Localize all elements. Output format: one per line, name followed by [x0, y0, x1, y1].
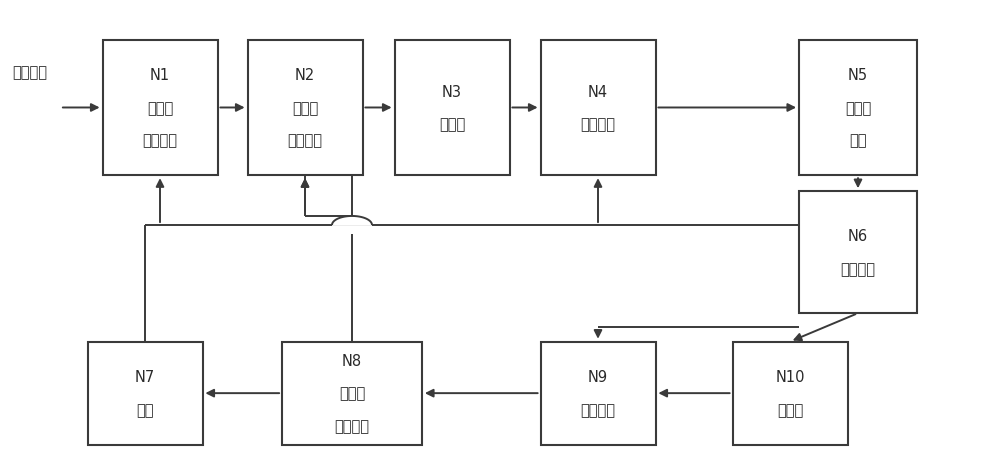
FancyBboxPatch shape	[103, 41, 218, 176]
FancyBboxPatch shape	[540, 342, 656, 445]
Polygon shape	[332, 216, 372, 226]
FancyBboxPatch shape	[248, 41, 362, 176]
Text: N9: N9	[588, 369, 608, 385]
FancyBboxPatch shape	[732, 342, 848, 445]
Text: N4: N4	[588, 84, 608, 100]
Text: 移相器: 移相器	[777, 402, 803, 417]
Text: 压控晶振: 压控晶振	[840, 261, 876, 276]
Text: N10: N10	[775, 369, 805, 385]
FancyBboxPatch shape	[799, 192, 917, 313]
Text: N3: N3	[442, 84, 462, 100]
Text: 副鉴相器: 副鉴相器	[580, 402, 616, 417]
Text: 功分器: 功分器	[439, 117, 465, 132]
Text: 接收信号: 接收信号	[12, 64, 47, 80]
Text: 产生器: 产生器	[339, 386, 365, 401]
Text: 接收前端: 接收前端	[143, 133, 178, 148]
Text: N1: N1	[150, 68, 170, 83]
FancyBboxPatch shape	[394, 41, 510, 176]
FancyBboxPatch shape	[540, 41, 656, 176]
Text: 主鉴相器: 主鉴相器	[580, 117, 616, 132]
Text: N2: N2	[295, 68, 315, 83]
Text: 变频器: 变频器	[147, 101, 173, 116]
Text: 锁定指示: 锁定指示	[334, 418, 370, 433]
FancyBboxPatch shape	[282, 342, 422, 445]
Text: 自动增益: 自动增益	[288, 133, 322, 148]
FancyBboxPatch shape	[799, 41, 917, 176]
Text: N7: N7	[135, 369, 155, 385]
Text: N5: N5	[848, 68, 868, 83]
Text: N6: N6	[848, 229, 868, 244]
FancyBboxPatch shape	[88, 342, 202, 445]
Text: 开关: 开关	[136, 402, 154, 417]
Text: N8: N8	[342, 353, 362, 368]
Text: 滤波器: 滤波器	[845, 101, 871, 116]
Text: 环路: 环路	[849, 133, 867, 148]
Text: 放大器: 放大器	[292, 101, 318, 116]
